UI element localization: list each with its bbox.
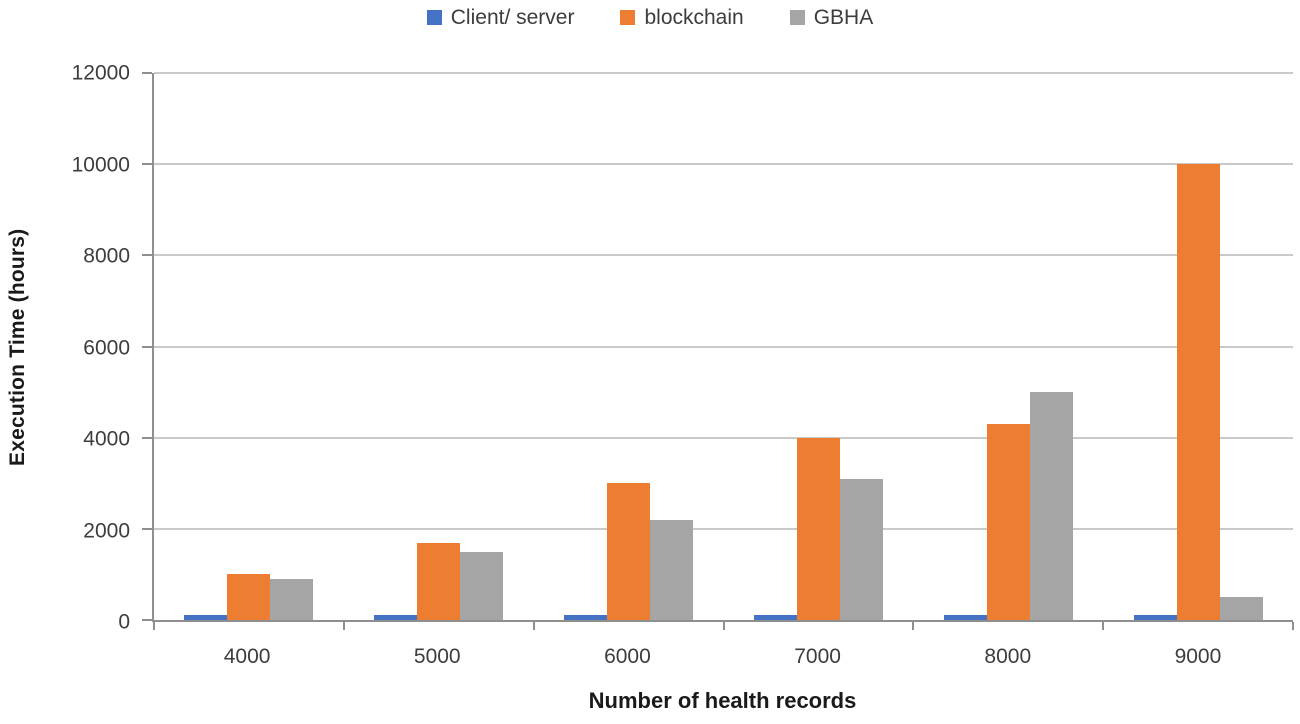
y-tick-mark-4000	[142, 436, 152, 439]
x-tick-label-9000: 9000	[1174, 645, 1222, 668]
bar-gbha-5000	[460, 551, 504, 620]
y-tick-mark-0	[142, 619, 152, 621]
legend-swatch-client-server	[426, 10, 442, 26]
legend-swatch-gbha	[789, 10, 805, 26]
x-tick-label-4000: 4000	[223, 645, 271, 668]
bar-group-4000	[154, 73, 344, 620]
x-tick-mark-4	[912, 622, 915, 630]
bar-gbha-7000	[839, 478, 883, 620]
legend-item-client-server: Client/ server	[426, 5, 575, 30]
bar-gbha-4000	[270, 578, 314, 620]
bar-client-server-9000	[1133, 615, 1177, 620]
bar-client-server-8000	[943, 615, 987, 620]
gridline-4000	[154, 436, 1293, 439]
bar-blockchain-5000	[417, 542, 461, 620]
y-tick-mark-12000	[142, 72, 152, 74]
x-tick-mark-3	[722, 622, 725, 630]
bar-gbha-8000	[1029, 392, 1073, 620]
bar-group-9000	[1103, 73, 1293, 620]
x-tick-mark-2	[532, 622, 535, 630]
legend-label-client-server: Client/ server	[450, 6, 575, 29]
x-tick-label-7000: 7000	[794, 645, 841, 668]
y-tick-label-4000: 4000	[83, 427, 130, 451]
x-axis-title: Number of health records	[588, 688, 857, 713]
x-tick-mark-6	[1292, 622, 1294, 630]
legend-item-blockchain: blockchain	[620, 5, 744, 30]
gridline-8000	[154, 254, 1293, 257]
y-tick-label-6000: 6000	[83, 336, 130, 359]
y-tick-label-0: 0	[118, 610, 130, 634]
plot-area	[142, 72, 1294, 630]
y-tick-mark-8000	[142, 254, 152, 257]
legend-label-blockchain: blockchain	[644, 6, 744, 29]
bar-gbha-6000	[650, 519, 694, 620]
y-tick-label-8000: 8000	[83, 244, 130, 268]
gridline-10000	[154, 163, 1293, 166]
bar-group-6000	[534, 73, 724, 620]
bar-group-8000	[913, 73, 1103, 620]
bar-blockchain-8000	[986, 424, 1030, 620]
x-axis-tick-labels: 4000 5000 6000 7000 8000 9000	[152, 644, 1293, 669]
y-tick-mark-6000	[142, 345, 152, 348]
x-tick-label-5000: 5000	[413, 645, 461, 668]
bar-client-server-4000	[184, 615, 228, 620]
legend-item-gbha: GBHA	[789, 5, 874, 30]
bar-client-server-6000	[564, 615, 608, 620]
bar-group-7000	[723, 73, 913, 620]
gridline-2000	[154, 527, 1293, 530]
x-tick-mark-5	[1102, 622, 1105, 630]
gridline-12000	[154, 72, 1293, 74]
x-tick-mark-0	[153, 622, 155, 630]
bar-blockchain-7000	[796, 437, 840, 620]
chart-legend: Client/ server blockchain GBHA	[0, 5, 1300, 30]
legend-swatch-blockchain	[620, 10, 636, 26]
bar-blockchain-9000	[1176, 164, 1220, 620]
bar-group-5000	[344, 73, 534, 620]
x-tick-mark-1	[342, 622, 345, 630]
bar-client-server-7000	[753, 615, 797, 620]
y-tick-mark-2000	[142, 527, 152, 530]
bar-blockchain-4000	[227, 574, 271, 620]
bar-client-server-5000	[374, 615, 418, 620]
bar-groups	[154, 73, 1293, 620]
legend-label-gbha: GBHA	[813, 6, 874, 29]
y-axis-tick-labels: 0 2000 4000 6000 8000 10000 12000	[0, 63, 140, 633]
gridline-6000	[154, 345, 1293, 348]
bar-gbha-9000	[1219, 597, 1263, 620]
x-tick-label-6000: 6000	[604, 645, 651, 668]
bar-blockchain-6000	[607, 483, 651, 620]
y-tick-mark-10000	[142, 163, 152, 166]
y-tick-label-2000: 2000	[83, 519, 130, 542]
y-tick-label-12000: 12000	[71, 61, 130, 85]
x-tick-label-8000: 8000	[984, 645, 1032, 668]
y-tick-label-10000: 10000	[71, 153, 130, 176]
